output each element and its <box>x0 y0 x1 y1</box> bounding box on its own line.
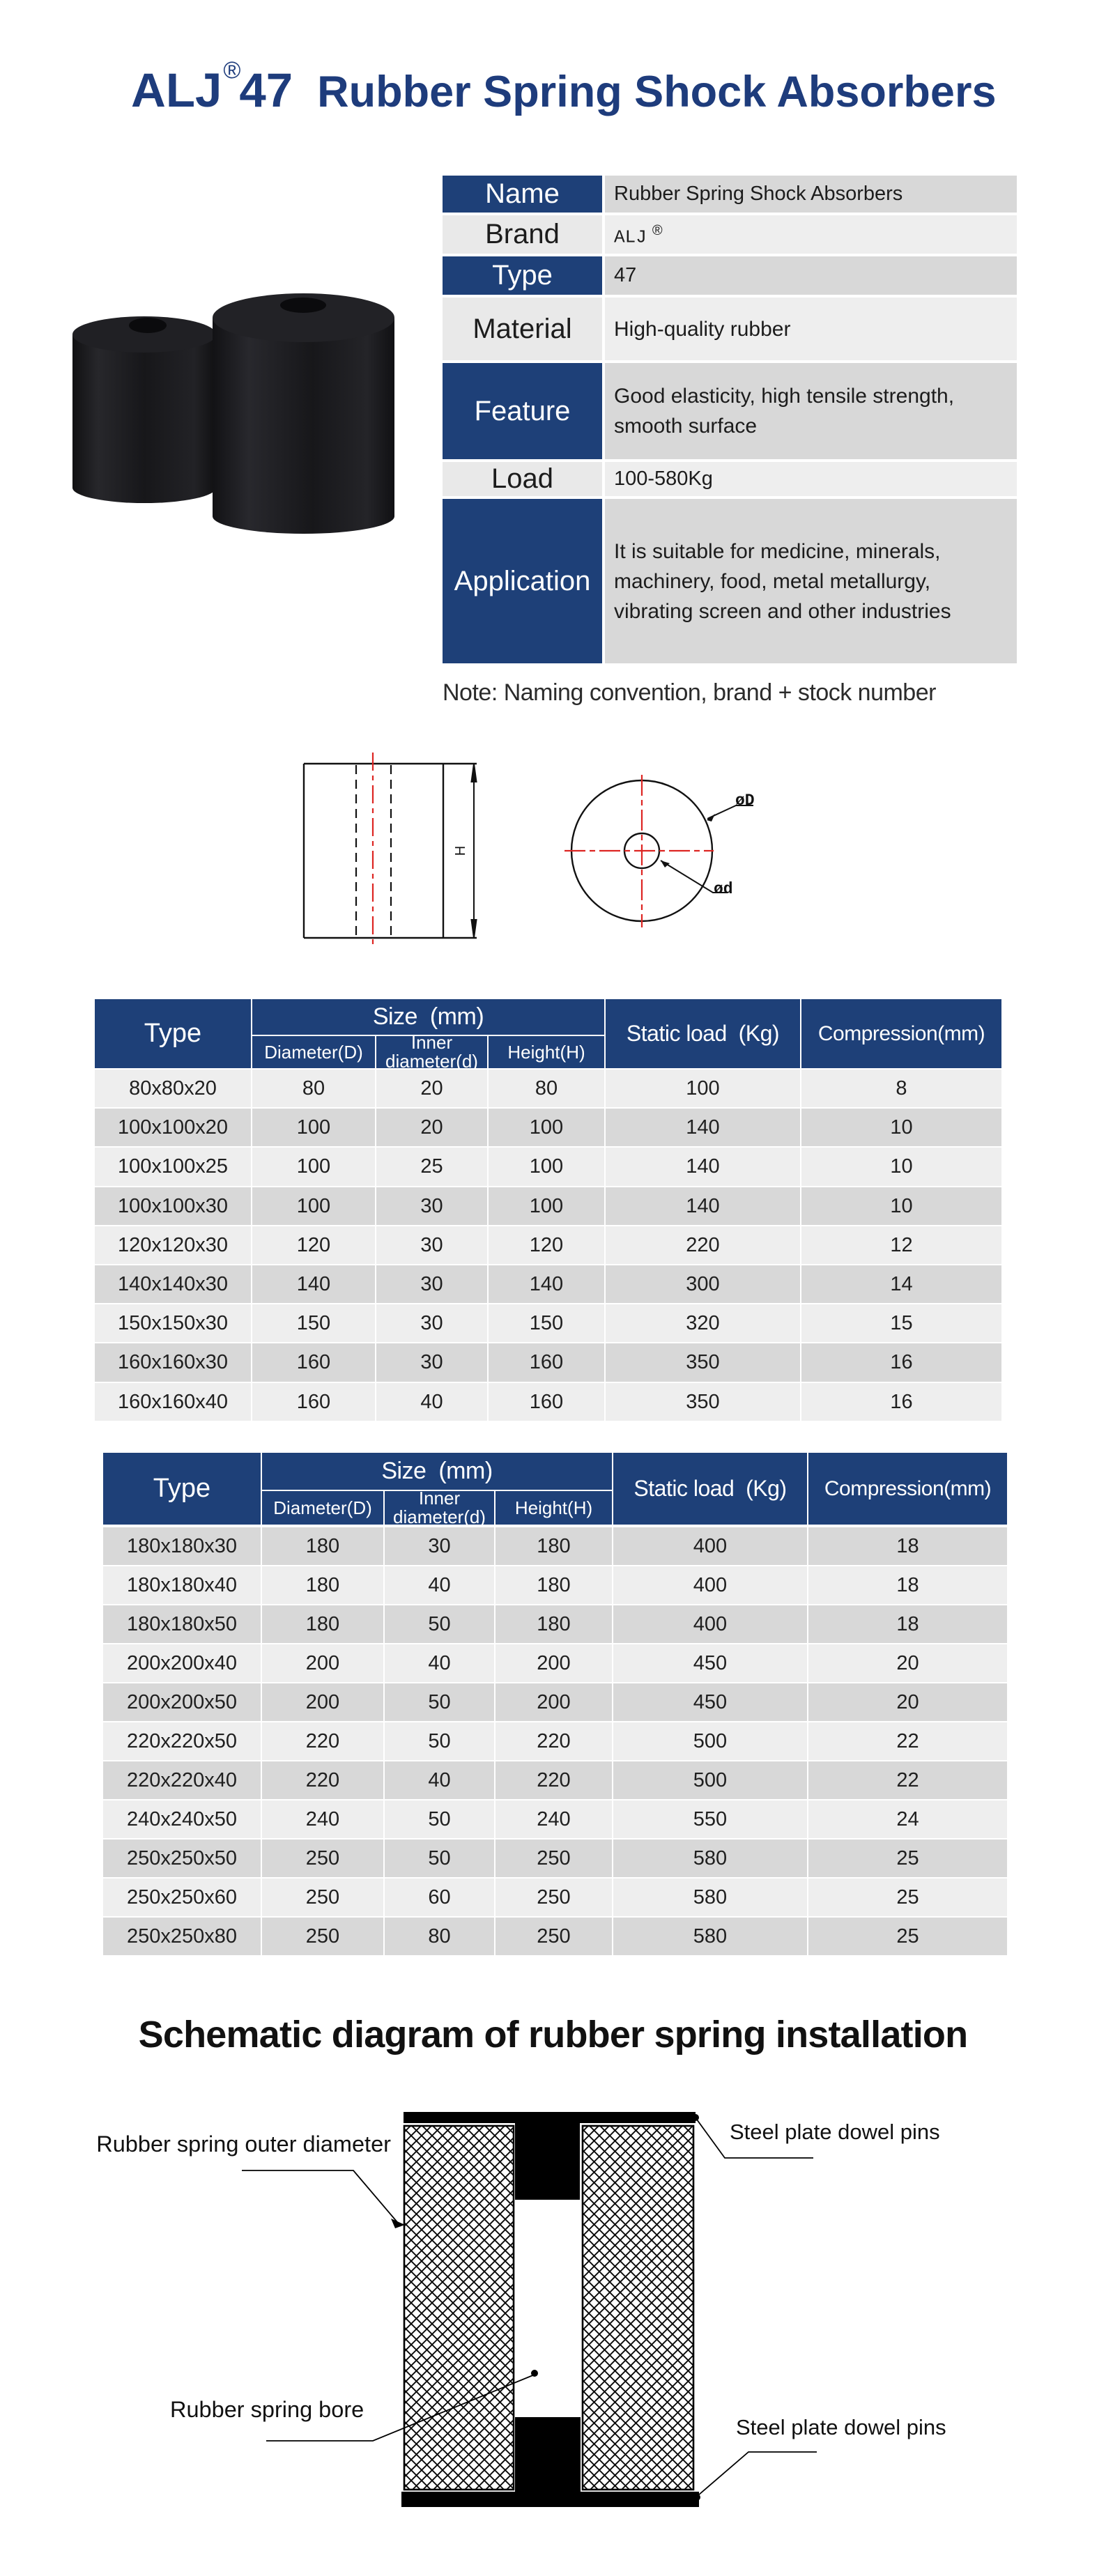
svg-text:H: H <box>453 846 468 856</box>
svg-text:ød: ød <box>714 880 733 898</box>
svg-text:øD: øD <box>735 792 755 810</box>
